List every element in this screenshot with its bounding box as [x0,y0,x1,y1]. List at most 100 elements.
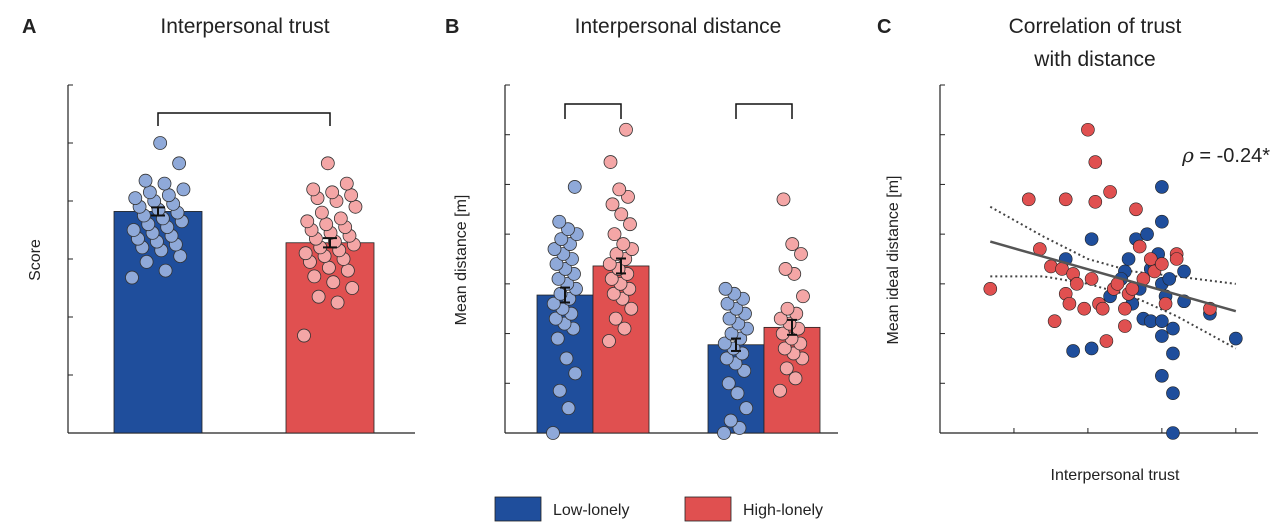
panel-a-point [311,289,326,304]
panel-b-point [718,281,733,296]
panel-c-point-low [1140,227,1154,241]
panel-a-point [340,263,355,278]
panel-b-point [614,207,629,222]
legend-label-low-lonely: Low-lonely [553,502,629,519]
panel-b-point [612,182,627,197]
panel-a-errorbars [151,206,337,249]
panel-b-point [602,257,617,271]
panel-b-point [604,271,619,286]
panel-c-point-high [1088,195,1103,209]
panel-b: B Interpersonal distance Mean distance [… [445,15,838,440]
panel-b-point [773,383,787,398]
panel-b-point [739,401,754,416]
panel-b-point [720,296,735,311]
panel-b-yticks [505,84,510,434]
panel-b-point [719,351,734,366]
panel-b-point [616,237,631,251]
panel-c-point-high [1058,192,1073,207]
panel-b-point [721,376,736,391]
panel-c-point-low [1166,426,1180,440]
panel-b-point [780,301,795,316]
panel-a-point [330,295,345,310]
panel-c-point-high [1077,301,1092,316]
panel-b-point [550,331,565,346]
panel-b-point [546,426,560,440]
panel-a-point [322,260,336,275]
panel-b-point [602,334,616,348]
panel-c-point-high [1158,296,1173,311]
panel-b-point [559,351,574,366]
panel-a-point [307,269,322,284]
panel-a-point [297,328,311,343]
panel-c-axes [939,85,1258,434]
legend-label-high-lonely: High-lonely [743,502,823,519]
panel-a-point [306,182,321,197]
panel-c-point-low [1162,272,1177,286]
panel-a-point [348,199,363,214]
panel-c-point-high [1021,192,1036,207]
panel-a-point [153,136,168,150]
panel-b-point [567,180,582,194]
panel-a: A Interpersonal trust Score [22,15,415,434]
panel-c-point-low [1155,329,1169,343]
panel-c-point-high [1118,301,1132,316]
panel-c: C Correlation of trust with distance Mea… [877,15,1270,484]
panel-b-point [607,227,622,242]
panel-a-point [139,254,154,269]
panel-b-point [606,286,621,301]
panel-b-point [732,421,747,435]
panel-a-point [176,182,191,197]
panel-c-point-low [1155,314,1169,328]
panel-b-point [608,311,623,326]
panel-a-point [158,263,173,278]
panel-c-point-high [1062,296,1077,311]
legend-swatch-low-lonely [494,496,542,522]
panel-c-ci-upper [989,205,1236,285]
panel-c-point-high [1095,301,1110,316]
panel-a-point [125,270,139,285]
panel-b-points [546,122,810,440]
panel-c-point-low [1166,321,1180,336]
panel-a-letter: A [22,16,36,38]
panel-b-point [546,296,561,311]
panel-c-point-high [1088,155,1103,169]
panel-c-regression-line [989,240,1237,313]
panel-c-point-high [1099,334,1114,348]
panel-b-point [551,271,566,286]
panel-c-ticks [939,84,1237,434]
panel-b-point [717,426,731,440]
panel-c-point-high [1070,277,1084,291]
panel-a-point [326,275,341,290]
panel-b-letter: B [445,16,459,38]
panel-c-point-high [1084,272,1099,286]
panel-a-point [157,176,172,191]
panel-c-annotation: ρ = -0.24* [1181,143,1270,167]
panel-c-point-low [1166,346,1180,361]
panel-b-point [568,366,583,381]
panel-b-point [552,214,567,229]
panel-a-significance [157,112,331,126]
panel-a-title: Interpersonal trust [160,15,329,38]
panel-b-point [778,262,793,276]
panel-a-point [344,188,359,203]
panel-c-points [983,122,1243,440]
panel-a-points [125,136,363,343]
panel-c-point-high [1047,314,1062,328]
panel-b-point [624,301,639,316]
panel-b-point [554,232,569,247]
panel-b-point [722,311,737,326]
panel-b-point [794,247,808,261]
panel-b-errorbars [560,257,797,352]
panel-c-point-high [1044,259,1058,274]
panel-a-point [128,191,143,206]
panel-b-point [619,122,633,137]
panel-c-point-low [1166,386,1180,401]
panel-b-point [621,189,635,204]
panel-c-point-low [1084,341,1099,356]
panel-c-point-low [1177,264,1191,279]
panel-c-point-low [1084,232,1099,246]
panel-a-point [298,246,313,261]
panel-c-point-high [1155,257,1169,271]
panel-b-title: Interpersonal distance [575,15,782,38]
